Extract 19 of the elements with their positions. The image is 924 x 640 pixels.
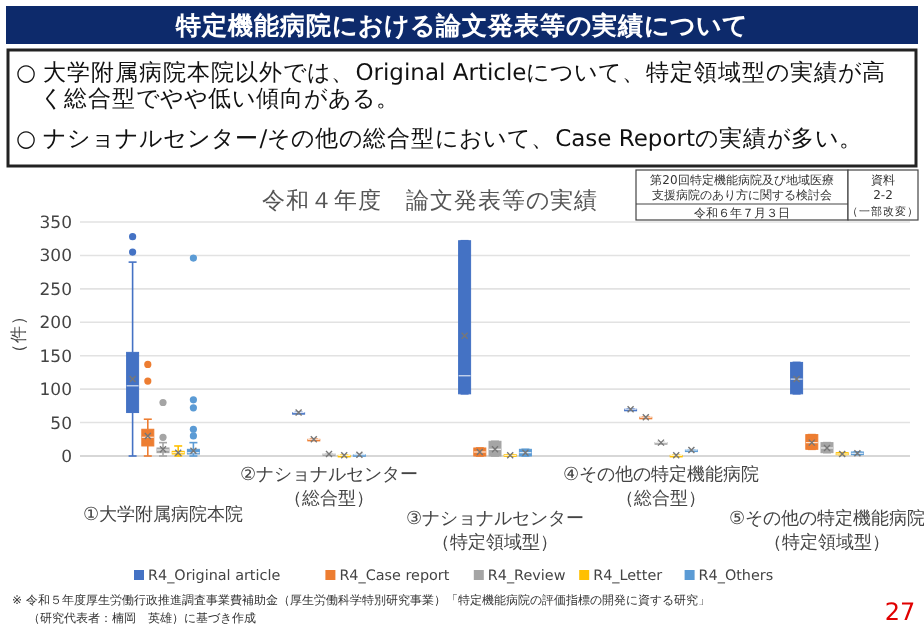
y-tick-label: 250 bbox=[39, 280, 72, 301]
y-tick-label: 100 bbox=[39, 381, 72, 402]
y-tick-label: 50 bbox=[50, 414, 72, 435]
y-tick-label: 300 bbox=[39, 247, 72, 268]
x-tick-label: ④その他の特定機能病院（総合型） bbox=[562, 464, 760, 510]
text: ○ 大学附属病院本院以外では、Original Articleについて、特定領域型の実績が高く総合型でやや低い傾向がある。 bbox=[16, 58, 887, 112]
y-tick-label: 0 bbox=[61, 448, 72, 468]
x-tick-label: ②ナショナルセンター（総合型） bbox=[239, 466, 419, 510]
y-tick-label: 200 bbox=[39, 314, 72, 335]
y-tick-label: 150 bbox=[39, 347, 72, 368]
x-tick-label: ①大学附属病院本院 bbox=[82, 504, 244, 526]
chart-title: 令和４年度 論文発表等の実績 bbox=[262, 186, 598, 214]
y-axis-title: （件） bbox=[8, 307, 30, 361]
text: 特定機能病院における論文発表等の実績について bbox=[174, 10, 748, 40]
text: ○ ナショナルセンター/その他の総合型において、Case Reportの実績が多い。 bbox=[16, 124, 863, 152]
y-tick-label: 350 bbox=[39, 214, 72, 234]
text: 27 bbox=[884, 598, 916, 626]
x-tick-label: ③ナショナルセンター（特定領域型） bbox=[405, 510, 585, 554]
x-tick-label: ⑤その他の特定機能病院（特定領域型） bbox=[728, 508, 924, 554]
